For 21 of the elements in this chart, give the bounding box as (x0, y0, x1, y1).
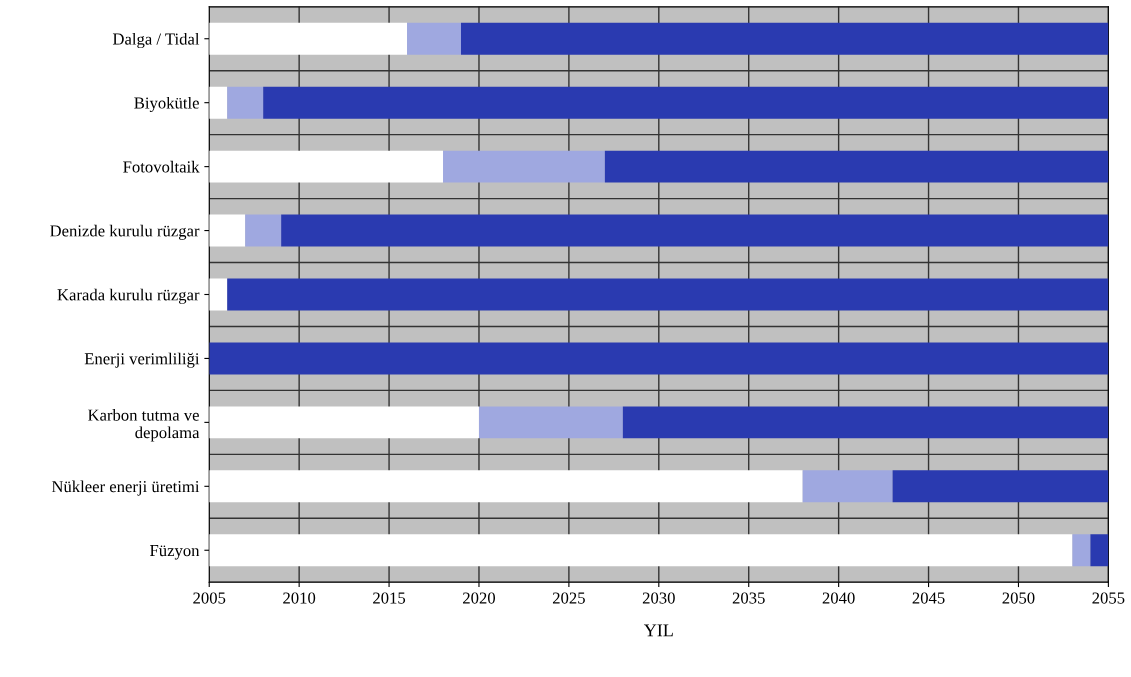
y-tick-label: Füzyon (149, 545, 200, 560)
y-tick-label: Dalga / Tidal (112, 32, 200, 49)
x-tick-label: 2055 (1092, 592, 1125, 604)
y-tick-label: Biyokütle (134, 96, 199, 113)
x-axis-title: YIL (643, 624, 673, 637)
y-tick-label: Enerji verimliliği (84, 352, 200, 368)
x-tick-label: 2040 (822, 592, 855, 604)
y-tick-label: Nükleer enerji üretimi (51, 480, 200, 496)
y-tick-label: Denizde kurulu rüzgar (50, 224, 200, 240)
x-tick-label: 2045 (912, 592, 945, 604)
x-tick-label: 2025 (552, 592, 585, 604)
x-tick-label: 2015 (373, 592, 406, 604)
x-tick-label: 2005 (193, 592, 226, 604)
y-tick-label: Fotovoltaik (123, 160, 200, 173)
y-tick-label: Karada kurulu rüzgar (57, 288, 200, 304)
x-tick-label: 2020 (463, 592, 496, 604)
x-tick-label: 2010 (283, 592, 316, 604)
x-tick-label: 2050 (1002, 592, 1035, 604)
x-tick-label: 2035 (732, 592, 765, 604)
y-tick-label: Karbon tutma ve depolama (87, 409, 200, 442)
x-tick-label: 2030 (642, 592, 675, 604)
